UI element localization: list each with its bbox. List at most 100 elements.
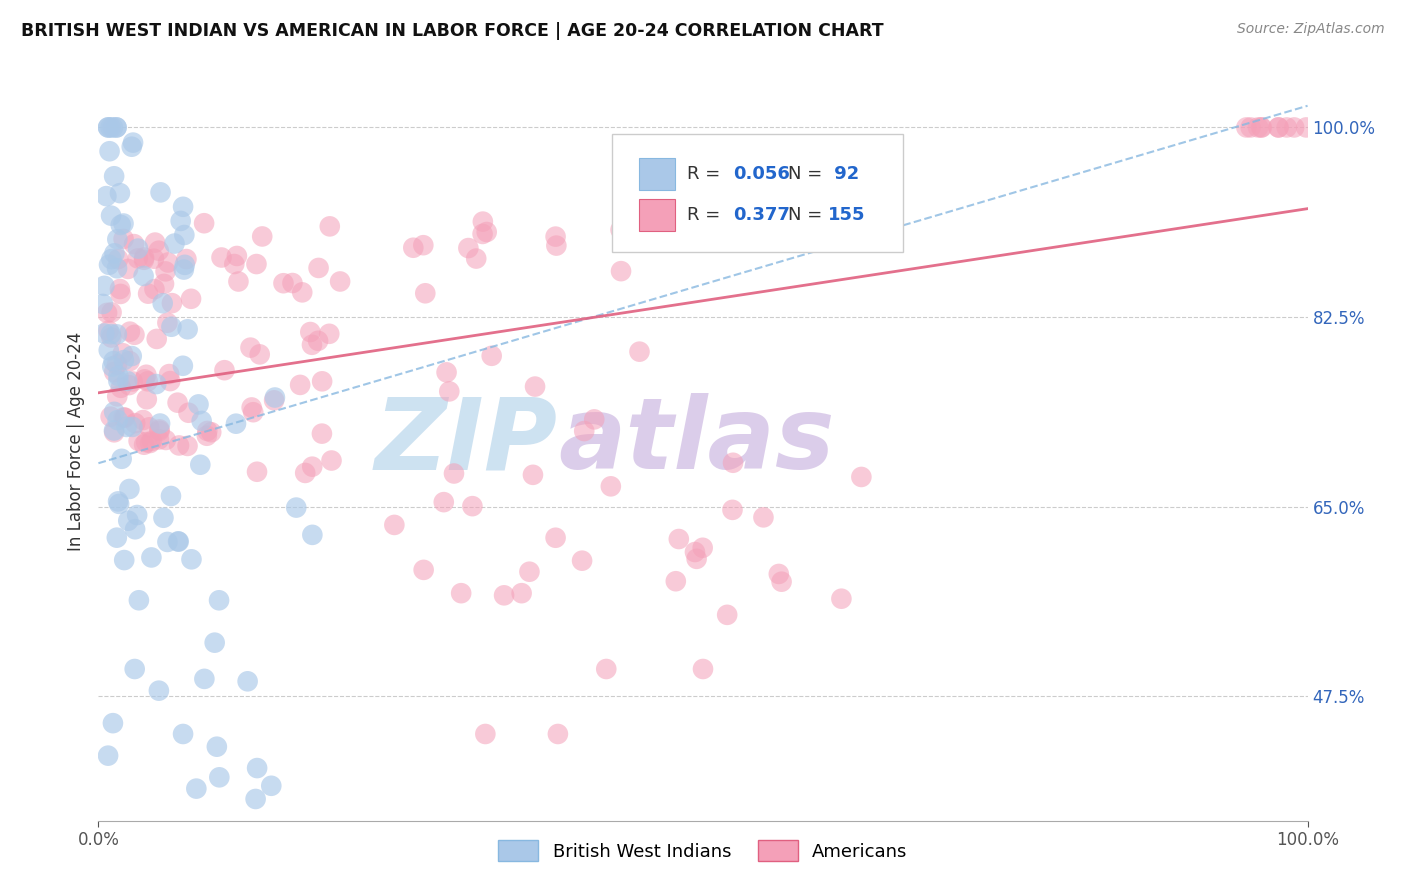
Point xyxy=(193,672,215,686)
Point xyxy=(143,235,166,250)
Point xyxy=(103,405,125,419)
Point xyxy=(139,436,162,450)
Point xyxy=(132,413,155,427)
Point xyxy=(107,494,129,508)
Point xyxy=(188,458,211,472)
Point xyxy=(167,438,190,452)
Point xyxy=(224,257,246,271)
Point xyxy=(141,434,163,448)
Point xyxy=(1267,120,1289,135)
Point xyxy=(173,227,195,242)
Point xyxy=(128,593,150,607)
Point xyxy=(128,434,150,448)
Point xyxy=(105,261,128,276)
Point xyxy=(193,216,215,230)
Point xyxy=(204,635,226,649)
Point xyxy=(172,200,194,214)
Point xyxy=(610,264,633,278)
Point xyxy=(433,495,456,509)
Point xyxy=(97,120,120,135)
Point xyxy=(176,439,198,453)
Point xyxy=(138,420,160,434)
Point xyxy=(127,242,149,256)
Point xyxy=(319,219,342,234)
Point xyxy=(160,489,183,503)
Point xyxy=(105,531,128,545)
Point xyxy=(685,552,707,566)
Point xyxy=(153,277,176,291)
Point xyxy=(111,346,134,360)
Point xyxy=(127,508,149,522)
Point xyxy=(97,324,120,338)
Point xyxy=(152,296,174,310)
Point xyxy=(149,186,172,200)
Point xyxy=(239,341,262,355)
Point xyxy=(574,424,596,438)
Point xyxy=(148,424,170,438)
Point xyxy=(692,662,714,676)
Point xyxy=(246,761,269,775)
Point xyxy=(768,566,790,581)
Point xyxy=(101,120,124,135)
Point xyxy=(288,378,311,392)
FancyBboxPatch shape xyxy=(638,158,675,190)
Point xyxy=(105,120,128,135)
Text: 0.377: 0.377 xyxy=(734,206,790,224)
Point xyxy=(93,278,115,293)
Point xyxy=(311,374,333,388)
Point xyxy=(621,211,644,225)
Point xyxy=(112,353,135,368)
Point xyxy=(200,425,222,440)
Point xyxy=(830,591,852,606)
Point xyxy=(770,574,793,589)
Text: N =: N = xyxy=(787,206,828,224)
Point xyxy=(132,438,155,452)
Point xyxy=(132,268,155,283)
Point xyxy=(628,344,651,359)
Point xyxy=(205,739,228,754)
Point xyxy=(475,225,498,239)
Point xyxy=(91,297,114,311)
Point xyxy=(692,541,714,555)
Point xyxy=(124,327,146,342)
Point xyxy=(148,683,170,698)
Point xyxy=(214,363,236,377)
Point xyxy=(159,374,181,388)
Point xyxy=(148,422,170,436)
Point xyxy=(195,429,218,443)
Point xyxy=(107,374,129,388)
Text: N =: N = xyxy=(787,165,828,183)
Point xyxy=(544,531,567,545)
Point xyxy=(105,358,128,372)
Point xyxy=(108,497,131,511)
Point xyxy=(145,377,167,392)
Point xyxy=(143,282,166,296)
Point xyxy=(121,375,143,389)
Point xyxy=(1250,120,1272,135)
Point xyxy=(494,588,516,602)
Point xyxy=(107,413,129,427)
Point xyxy=(246,465,269,479)
Point xyxy=(156,255,179,269)
Point xyxy=(299,325,322,339)
Legend: British West Indians, Americans: British West Indians, Americans xyxy=(491,833,915,869)
Point xyxy=(100,252,122,266)
FancyBboxPatch shape xyxy=(638,199,675,231)
Point xyxy=(127,252,149,266)
Point xyxy=(668,532,690,546)
Point xyxy=(510,586,533,600)
Point xyxy=(135,368,157,382)
Point xyxy=(281,276,304,290)
Point xyxy=(112,410,135,425)
Point xyxy=(134,372,156,386)
Point xyxy=(208,593,231,607)
Point xyxy=(160,296,183,310)
Point xyxy=(107,368,129,383)
Point xyxy=(176,252,198,266)
Point xyxy=(148,433,170,447)
Point xyxy=(413,286,436,301)
Point xyxy=(609,223,631,237)
Text: BRITISH WEST INDIAN VS AMERICAN IN LABOR FORCE | AGE 20-24 CORRELATION CHART: BRITISH WEST INDIAN VS AMERICAN IN LABOR… xyxy=(21,22,884,40)
Point xyxy=(115,420,138,434)
Point xyxy=(436,365,458,379)
